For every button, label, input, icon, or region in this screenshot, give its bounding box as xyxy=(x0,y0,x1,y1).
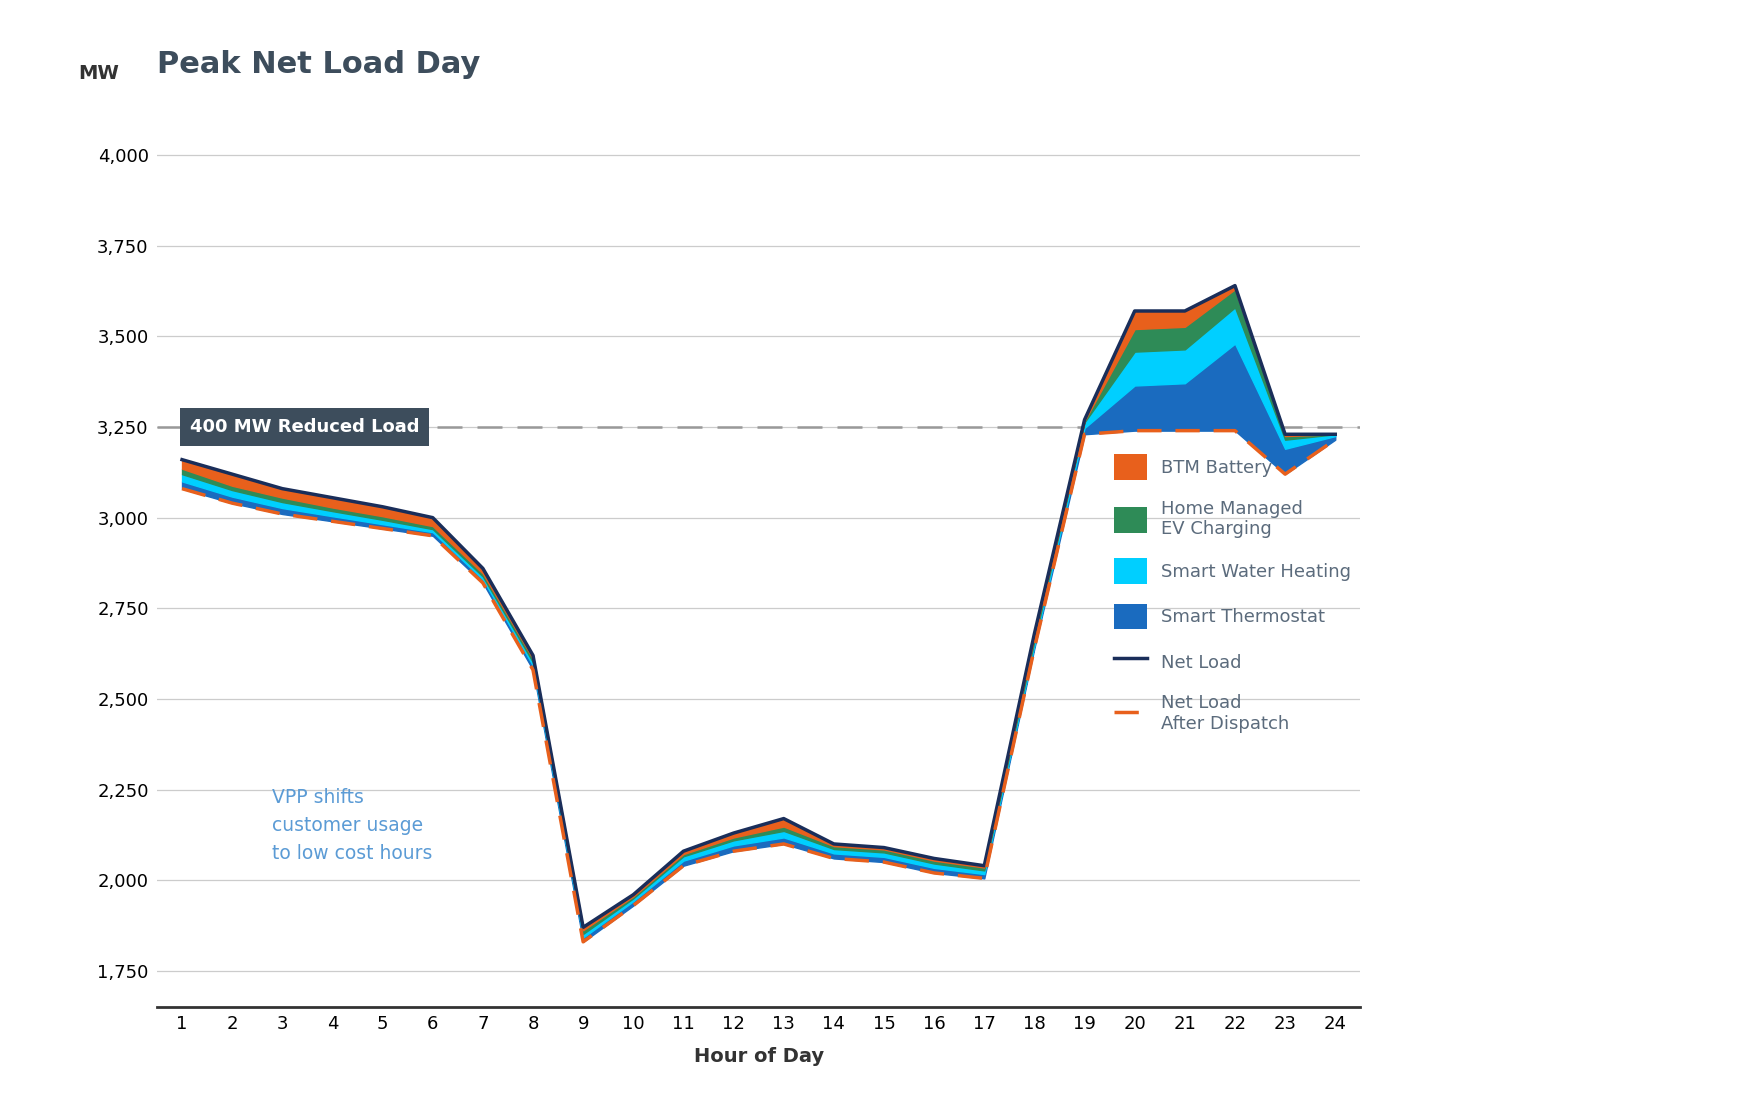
Legend: BTM Battery, Home Managed
EV Charging, Smart Water Heating, Smart Thermostat, Ne: BTM Battery, Home Managed EV Charging, S… xyxy=(1114,454,1352,733)
Text: 400 MW Reduced Load: 400 MW Reduced Load xyxy=(190,419,419,436)
Text: Peak Net Load Day: Peak Net Load Day xyxy=(157,50,480,79)
Text: MW: MW xyxy=(78,64,120,83)
Text: VPP shifts
customer usage
to low cost hours: VPP shifts customer usage to low cost ho… xyxy=(272,788,433,864)
X-axis label: Hour of Day: Hour of Day xyxy=(694,1047,823,1066)
